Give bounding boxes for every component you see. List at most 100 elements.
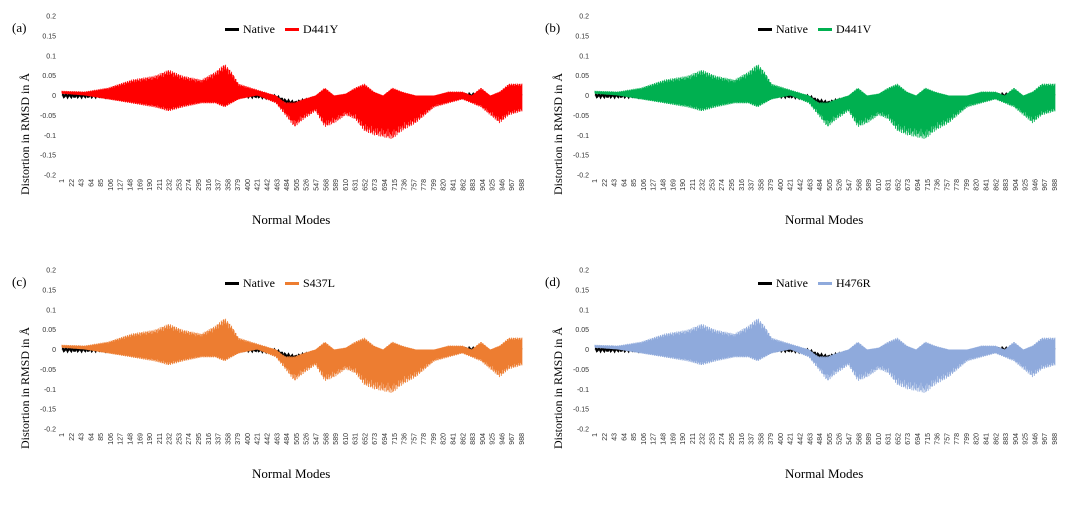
y-tick-label: 0.05 [42, 327, 56, 334]
x-tick-label: 526 [304, 433, 311, 445]
x-tick-label: 820 [974, 433, 981, 445]
legend: Native H476R [758, 276, 877, 291]
series-mutant [61, 64, 523, 139]
x-tick-label: 925 [490, 179, 497, 191]
series-mutant [61, 318, 523, 393]
y-tick-label: 0.2 [46, 14, 56, 21]
x-tick-label: 673 [905, 179, 912, 191]
x-tick-label: 43 [612, 433, 619, 441]
x-tick-label: 463 [274, 179, 281, 191]
x-tick-label: 589 [333, 433, 340, 445]
x-tick-label: 148 [661, 433, 668, 445]
legend-label: S437L [303, 276, 336, 290]
x-tick-label: 820 [441, 433, 448, 445]
x-tick-label: 148 [128, 433, 135, 445]
x-tick-label: 526 [304, 179, 311, 191]
x-tick-label: 85 [98, 179, 105, 187]
x-tick-label: 568 [856, 179, 863, 191]
y-tick-label: -0.15 [573, 407, 589, 414]
x-tick-label: 379 [235, 179, 242, 191]
y-tick-label: -0.15 [573, 153, 589, 160]
x-tick-label: 505 [294, 179, 301, 191]
x-tick-label: 358 [758, 433, 765, 445]
x-tick-label: 148 [661, 179, 668, 191]
x-tick-label: 988 [519, 433, 526, 445]
x-tick-label: 589 [866, 179, 873, 191]
x-tick-label: 1 [592, 179, 599, 183]
x-tick-label: 841 [983, 179, 990, 191]
y-tick-label: -0.1 [577, 133, 589, 140]
x-tick-label: 925 [490, 433, 497, 445]
x-tick-label: 883 [1003, 433, 1010, 445]
x-tick-label: 85 [631, 179, 638, 187]
legend-swatch [225, 28, 239, 31]
y-tick-label: 0.15 [42, 33, 56, 40]
x-tick-label: 862 [993, 179, 1000, 191]
x-tick-label: 274 [186, 179, 193, 191]
x-tick-label: 505 [827, 433, 834, 445]
chart-svg: 0.2 0.15 0.1 0.05 0 -0.05 -0.1 -0.15 -0.21 22 43 64… [40, 268, 526, 445]
legend-label: Native [243, 276, 275, 290]
x-tick-label: 967 [1042, 433, 1049, 445]
x-tick-label: 757 [411, 433, 418, 445]
x-tick-label: 337 [749, 179, 756, 191]
chart-panel-c: 0.2 0.15 0.1 0.05 0 -0.05 -0.1 -0.15 -0.2 1 22 43 64… [0, 254, 533, 507]
x-tick-label: 43 [79, 179, 86, 187]
x-tick-label: 883 [1003, 179, 1010, 191]
y-tick-label: 0.15 [575, 287, 589, 294]
x-tick-label: 988 [1052, 433, 1059, 445]
x-tick-label: 736 [402, 433, 409, 445]
x-tick-label: 442 [798, 433, 805, 445]
legend-swatch [285, 282, 299, 285]
x-tick-label: 736 [402, 179, 409, 191]
y-tick-label: 0 [585, 347, 589, 354]
legend: Native D441Y [225, 22, 344, 37]
x-tick-label: 127 [118, 433, 125, 445]
x-tick-label: 694 [382, 433, 389, 445]
panel-label: (d) [545, 274, 561, 289]
x-tick-label: 253 [709, 433, 716, 445]
x-tick-label: 1 [59, 433, 66, 437]
y-tick-label: 0.1 [579, 53, 589, 60]
x-tick-label: 568 [856, 433, 863, 445]
x-tick-label: 946 [1032, 179, 1039, 191]
chart-panel-a: 0.2 0.15 0.1 0.05 0 -0.05 -0.1 -0.15 -0.2 1 22 43 64… [0, 0, 533, 253]
x-axis-label: Normal Modes [252, 212, 331, 227]
y-tick-label: 0.2 [579, 268, 589, 275]
y-tick-label: -0.05 [40, 367, 56, 374]
x-tick-label: 526 [837, 433, 844, 445]
x-tick-label: 505 [294, 433, 301, 445]
x-tick-label: 820 [441, 179, 448, 191]
x-tick-label: 547 [313, 433, 320, 445]
y-tick-label: 0.1 [46, 53, 56, 60]
x-tick-label: 568 [323, 179, 330, 191]
x-tick-label: 169 [137, 179, 144, 191]
y-tick-label: -0.2 [577, 427, 589, 434]
x-tick-label: 232 [167, 179, 174, 191]
x-tick-label: 463 [274, 433, 281, 445]
x-tick-label: 106 [641, 179, 648, 191]
x-tick-label: 274 [719, 179, 726, 191]
y-tick-label: 0.05 [575, 327, 589, 334]
x-tick-label: 190 [680, 433, 687, 445]
x-tick-label: 463 [807, 179, 814, 191]
x-tick-label: 400 [245, 433, 252, 445]
x-tick-label: 316 [206, 179, 213, 191]
x-tick-label: 316 [739, 179, 746, 191]
x-tick-label: 211 [690, 179, 697, 190]
x-tick-label: 211 [157, 179, 164, 190]
x-tick-label: 694 [382, 179, 389, 191]
x-tick-label: 22 [69, 433, 76, 441]
x-tick-label: 316 [739, 433, 746, 445]
x-tick-label: 190 [147, 179, 154, 191]
x-tick-label: 64 [88, 433, 95, 441]
x-tick-label: 841 [983, 433, 990, 445]
x-tick-label: 904 [480, 433, 487, 445]
x-tick-label: 1 [592, 433, 599, 437]
x-tick-label: 778 [954, 179, 961, 191]
y-tick-label: -0.1 [44, 133, 56, 140]
x-tick-label: 610 [876, 179, 883, 191]
series-mutant [594, 318, 1056, 393]
y-tick-label: 0.2 [579, 14, 589, 21]
x-tick-label: 148 [128, 179, 135, 191]
